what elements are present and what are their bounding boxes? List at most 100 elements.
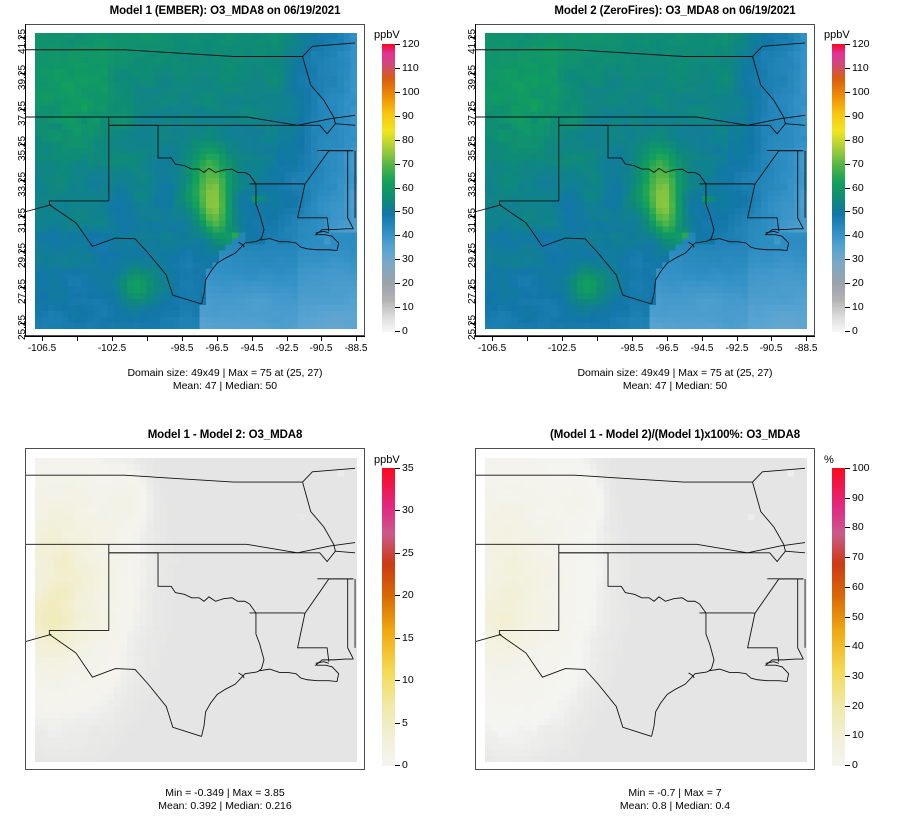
stats-caption-model2-line1: Domain size: 49x49 | Max = 75 at (25, 27… (577, 367, 773, 379)
y-axis-tick (20, 180, 25, 181)
colorbar-tick (845, 259, 850, 260)
colorbar-tick-label: 60 (852, 581, 864, 593)
colorbar-tick-label: 40 (852, 229, 864, 241)
x-axis-line (25, 336, 365, 337)
colorbar-tick (395, 283, 400, 284)
colorbar-tick (845, 235, 850, 236)
x-axis-tick-label: -88.5 (794, 343, 818, 354)
colorbar-tick-label: 10 (402, 301, 414, 313)
colorbar-tick (845, 68, 850, 69)
colorbar-tick-label: 100 (402, 86, 420, 98)
colorbar-unit-model1: ppbV (374, 29, 400, 41)
colorbar-tick (845, 164, 850, 165)
colorbar-tick (845, 92, 850, 93)
colorbar-difference (382, 468, 395, 766)
plot-frame-percent-difference (475, 448, 815, 770)
boundary-line (26, 43, 355, 57)
colorbar-tick-label: 50 (852, 205, 864, 217)
colorbar-tick-label: 15 (402, 632, 414, 644)
colorbar-tick (845, 140, 850, 141)
x-axis-tick-label: -96.5 (205, 343, 229, 354)
colorbar-tick-label: 30 (402, 253, 414, 265)
stats-caption-difference-line1: Min = -0.349 | Max = 3.85 (165, 787, 285, 799)
boundary-line (109, 553, 250, 604)
boundary-line (303, 56, 336, 123)
colorbar-tick (395, 307, 400, 308)
boundary-line (476, 117, 501, 212)
y-axis-tick-label: 35.25 (467, 135, 478, 161)
y-axis-tick-label: 37.25 (17, 100, 28, 126)
x-axis-tick-label: -90.5 (309, 343, 333, 354)
boundary-line (26, 468, 355, 482)
y-axis-tick-label: 29.25 (17, 242, 28, 268)
x-axis-tick-label: -102.5 (97, 343, 127, 354)
colorbar-tick (845, 211, 850, 212)
y-axis-tick (20, 109, 25, 110)
colorbar-tick-label: 0 (852, 759, 858, 771)
colorbar-tick (395, 331, 400, 332)
y-axis-tick-label: 33.25 (17, 171, 28, 197)
y-axis-line (25, 24, 26, 336)
colorbar-tick-label: 70 (402, 158, 414, 170)
colorbar-tick (845, 468, 850, 469)
boundary-line (239, 673, 245, 678)
x-axis-tick (77, 336, 78, 341)
percent-difference-raster (485, 458, 807, 762)
colorbar-tick-label: 100 (852, 462, 870, 474)
y-axis-tick-label: 31.25 (17, 207, 28, 233)
colorbar-tick (395, 765, 400, 766)
y-axis-tick (20, 144, 25, 145)
boundary-line (298, 184, 329, 231)
x-axis-tick-label: -94.5 (240, 343, 264, 354)
panel-model2: Model 2 (ZeroFires): O3_MDA8 on 06/19/20… (450, 0, 900, 420)
colorbar-tick-label: 5 (402, 717, 408, 729)
x-axis-tick-label: -88.5 (344, 343, 368, 354)
colorbar-tick-label: 80 (402, 134, 414, 146)
colorbar-tick-label: 70 (852, 551, 864, 563)
y-axis-tick-label: 39.25 (467, 64, 478, 90)
boundary-line (303, 482, 336, 551)
x-axis-tick-label: -92.5 (725, 343, 749, 354)
x-axis-tick (806, 336, 807, 341)
colorbar-axis-model2: 0 10 20 30 40 50 60 70 80 90 100 110 120 (832, 38, 870, 337)
x-axis-tick (356, 336, 357, 341)
colorbar-tick (845, 617, 850, 618)
colorbar-tick-label: 0 (402, 759, 408, 771)
boundary-line (239, 242, 245, 247)
colorbar-tick (845, 44, 850, 45)
colorbar-tick (845, 676, 850, 677)
colorbar-tick (395, 553, 400, 554)
colorbar-tick (395, 259, 400, 260)
panel-percent-difference: (Model 1 - Model 2)/(Model 1)x100%: O3_M… (450, 420, 900, 840)
y-axis-tick (470, 216, 475, 217)
boundary-line (499, 201, 651, 304)
colorbar-tick (395, 164, 400, 165)
boundary-line (689, 673, 695, 678)
colorbar-tick-label: 80 (852, 134, 864, 146)
colorbar-tick (845, 735, 850, 736)
x-axis-tick-label: -106.5 (27, 343, 57, 354)
colorbar-tick-label: 10 (852, 301, 864, 313)
y-axis-tick (470, 323, 475, 324)
x-axis-tick (252, 336, 253, 341)
state-boundaries-percent-difference (476, 449, 814, 769)
colorbar-tick (845, 646, 850, 647)
colorbar-tick-label: 30 (402, 504, 414, 516)
colorbar-tick-label: 20 (852, 700, 864, 712)
y-axis-tick-label: 41.25 (467, 28, 478, 54)
x-axis-tick-label: -92.5 (275, 343, 299, 354)
y-axis-tick-label: 25.25 (17, 314, 28, 340)
x-axis-tick (632, 336, 633, 341)
colorbar-tick (845, 283, 850, 284)
y-axis-tick-label: 37.25 (467, 100, 478, 126)
boundary-line (798, 579, 804, 659)
boundary-line (753, 482, 786, 551)
colorbar-tick-label: 40 (852, 640, 864, 652)
plot-frame-difference (25, 448, 365, 770)
x-axis-tick-label: -102.5 (547, 343, 577, 354)
panel-title-model2: Model 2 (ZeroFires): O3_MDA8 on 06/19/20… (554, 5, 796, 17)
x-axis-tick (527, 336, 528, 341)
colorbar-tick (395, 211, 400, 212)
plot-frame-model1 (25, 24, 365, 336)
stats-caption-percent-difference-line2: Mean: 0.8 | Median: 0.4 (619, 800, 731, 812)
